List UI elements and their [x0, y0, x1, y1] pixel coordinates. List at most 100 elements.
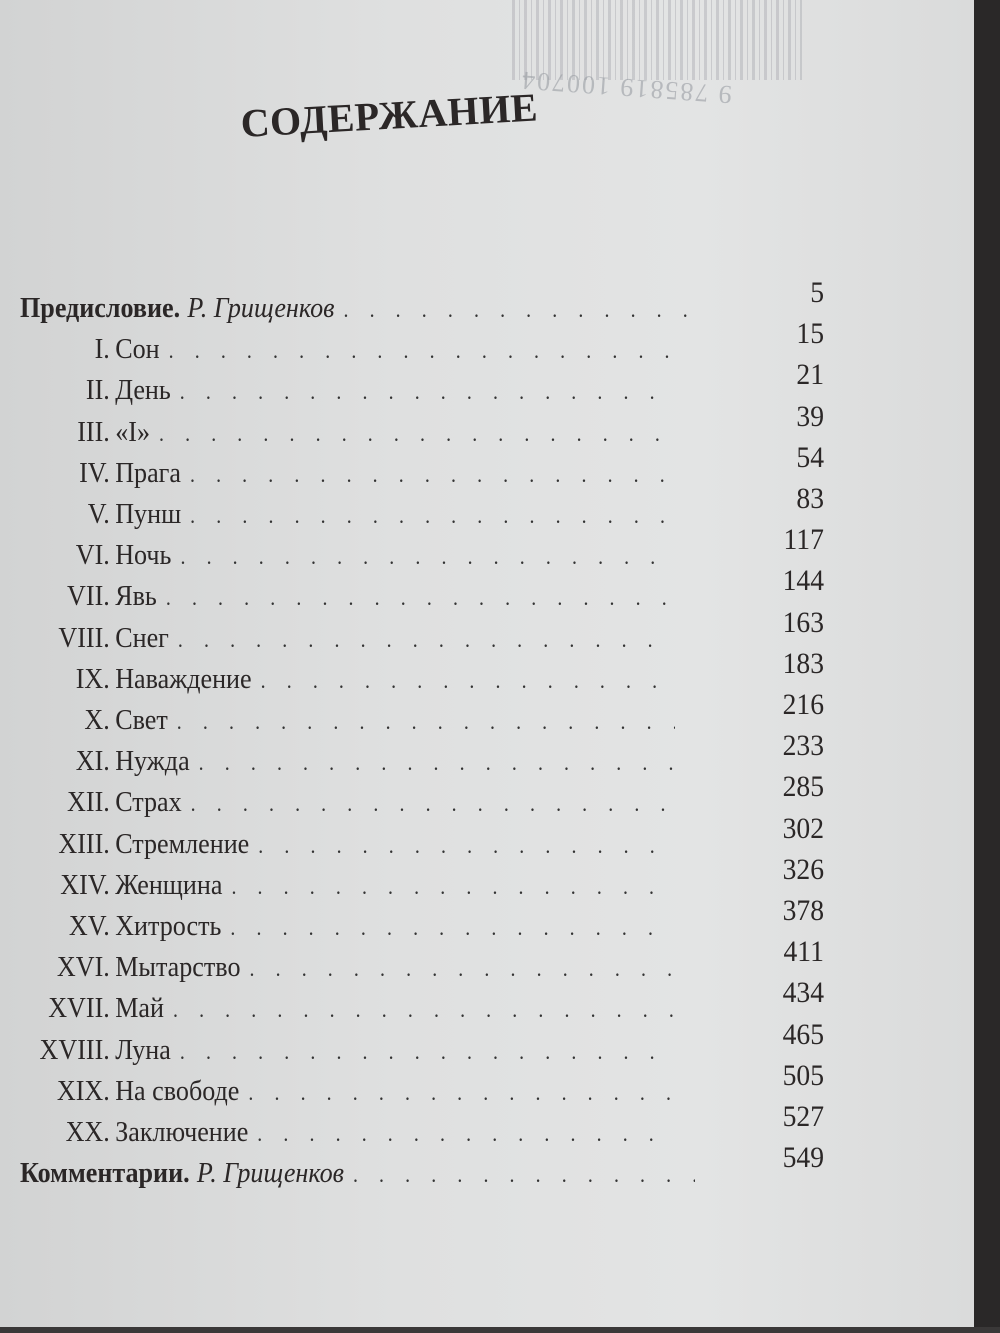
chapter-number: VI. [75, 539, 110, 572]
page-number: 411 [783, 935, 824, 969]
dot-leader: . . . . . . . . . . . . . . . . . . . . … [231, 873, 675, 899]
entry-title: Комментарии. [20, 1157, 190, 1190]
page-number: 117 [783, 523, 824, 557]
chapter-number: XVII. [48, 992, 110, 1025]
chapter-title: Явь [115, 580, 157, 613]
toc-entry: Комментарии. Р. Грищенков . . . . . . . .… [20, 1157, 695, 1193]
dot-leader: . . . . . . . . . . . . . . . . . . . . … [159, 420, 675, 446]
dot-leader: . . . . . . . . . . . . . . . . . . . . … [168, 338, 675, 364]
page-number: 183 [782, 646, 824, 680]
chapter-title: Сон [115, 333, 160, 366]
chapter-title: День [115, 374, 171, 407]
toc-entry: XIV. Женщина . . . . . . . . . . . . . . … [0, 869, 675, 905]
chapter-number: X. [84, 704, 110, 736]
dot-leader: . . . . . . . . . . . . . . . . . . . . … [179, 379, 675, 405]
chapter-number: XX. [65, 1116, 110, 1148]
dot-leader: . . . . . . . . . . . . . . . . . . . . … [198, 750, 675, 776]
dot-leader: . . . . . . . . . . . . . . . . . . . . … [260, 667, 675, 693]
chapter-title: «I» [115, 415, 151, 448]
chapter-number: IV. [79, 456, 110, 489]
entry-author: Р. Грищенков [187, 292, 335, 324]
page-title: СОДЕРЖАНИЕ [239, 84, 540, 147]
dot-leader: . . . . . . . . . . . . . . . . . . . . … [249, 956, 675, 982]
chapter-number: IX. [75, 662, 110, 695]
dot-leader: . . . . . . . . . . . . . . . . . . . . … [343, 297, 695, 322]
chapter-title: Мытарство [115, 951, 241, 984]
toc-entry: II. День . . . . . . . . . . . . . . . . … [0, 374, 675, 410]
dot-leader: . . . . . . . . . . . . . . . . . . . . … [258, 832, 675, 858]
chapter-title: Снег [115, 621, 169, 654]
page-number: 21 [796, 358, 824, 392]
chapter-title: Хитрость [115, 910, 222, 942]
page-number: 549 [782, 1141, 824, 1175]
page-number: 465 [782, 1017, 824, 1051]
chapter-title: Ночь [115, 539, 172, 572]
page-number: 163 [782, 605, 824, 639]
chapter-title: Пунш [115, 498, 182, 530]
dot-leader: . . . . . . . . . . . . . . . . . . . . … [179, 1038, 675, 1064]
dot-leader: . . . . . . . . . . . . . . . . . . . . … [352, 1162, 695, 1188]
chapter-number: XVIII. [39, 1033, 110, 1066]
toc-entry: XII. Страх . . . . . . . . . . . . . . . … [0, 786, 675, 822]
chapter-title: Наваждение [115, 662, 252, 695]
toc-entry: VI. Ночь . . . . . . . . . . . . . . . . … [0, 539, 675, 575]
chapter-title: Страх [115, 786, 182, 819]
dot-leader: . . . . . . . . . . . . . . . . . . . . … [176, 709, 675, 734]
chapter-title: Май [115, 992, 164, 1025]
dot-leader: . . . . . . . . . . . . . . . . . . . . … [190, 503, 675, 528]
chapter-title: Прага [115, 456, 181, 489]
chapter-number: XIV. [60, 868, 110, 901]
toc-entry: XVI. Мытарство . . . . . . . . . . . . . … [0, 951, 675, 987]
page-number: 326 [782, 852, 824, 886]
page-number: 378 [782, 894, 824, 927]
toc-entry: IX. Наваждение . . . . . . . . . . . . . … [0, 663, 675, 699]
toc-entry: X. Свет . . . . . . . . . . . . . . . . .… [0, 704, 675, 740]
page-number: 302 [782, 811, 824, 845]
dot-leader: . . . . . . . . . . . . . . . . . . . . … [189, 461, 675, 487]
dot-leader: . . . . . . . . . . . . . . . . . . . . … [177, 626, 675, 652]
chapter-number: VII. [67, 580, 110, 613]
chapter-title: Заключение [115, 1116, 249, 1148]
toc-entry: XVII. Май . . . . . . . . . . . . . . . .… [0, 992, 675, 1028]
chapter-number: XVI. [56, 951, 110, 984]
toc-entry: VIII. Снег . . . . . . . . . . . . . . . … [0, 622, 675, 658]
book-spine-edge [974, 0, 1000, 1333]
toc-entry: V. Пунш . . . . . . . . . . . . . . . . .… [0, 498, 675, 534]
page-number: 527 [782, 1100, 824, 1133]
toc-entry: XI. Нужда . . . . . . . . . . . . . . . .… [0, 745, 675, 781]
dot-leader: . . . . . . . . . . . . . . . . . . . . … [190, 791, 675, 817]
dot-leader: . . . . . . . . . . . . . . . . . . . . … [165, 585, 675, 611]
dot-leader: . . . . . . . . . . . . . . . . . . . . … [172, 997, 675, 1023]
dot-leader: . . . . . . . . . . . . . . . . . . . . … [180, 544, 675, 570]
toc-entry: XIII. Стремление . . . . . . . . . . . . … [0, 828, 675, 864]
page-number: 434 [782, 976, 824, 1010]
chapter-number: I. [94, 333, 110, 366]
chapter-title: Женщина [115, 868, 223, 901]
chapter-number: XII. [67, 786, 110, 819]
page-number: 15 [796, 317, 824, 351]
dot-leader: . . . . . . . . . . . . . . . . . . . . … [257, 1121, 675, 1146]
entry-title: Предисловие. [20, 292, 181, 324]
toc-entry: I. Сон . . . . . . . . . . . . . . . . . … [0, 333, 675, 369]
toc-entry: IV. Прага . . . . . . . . . . . . . . . .… [0, 457, 675, 493]
chapter-number: III. [77, 415, 110, 448]
toc-entry: XVIII. Луна . . . . . . . . . . . . . . .… [0, 1034, 675, 1070]
page-number: 216 [782, 688, 824, 721]
toc-entry: III. «I» . . . . . . . . . . . . . . . . … [0, 416, 675, 452]
chapter-title: Нужда [115, 745, 190, 778]
page-number: 505 [782, 1058, 824, 1092]
page-number: 39 [796, 399, 824, 433]
toc-entry: XV. Хитрость . . . . . . . . . . . . . . … [0, 910, 675, 946]
dot-leader: . . . . . . . . . . . . . . . . . . . . … [248, 1079, 675, 1105]
page-bottom-edge [0, 1327, 1000, 1333]
chapter-number: XV. [68, 910, 110, 942]
toc-entry: XX. Заключение . . . . . . . . . . . . . … [0, 1116, 675, 1152]
page-number: 233 [782, 729, 824, 763]
page-number: 5 [810, 276, 824, 309]
entry-author: Р. Грищенков [196, 1157, 344, 1190]
toc-entry: XIX. На свободе . . . . . . . . . . . . .… [0, 1075, 675, 1111]
chapter-title: Луна [115, 1033, 171, 1066]
page-number: 83 [796, 482, 824, 515]
chapter-number: VIII. [58, 621, 110, 654]
toc-entry: VII. Явь . . . . . . . . . . . . . . . . … [0, 580, 675, 616]
